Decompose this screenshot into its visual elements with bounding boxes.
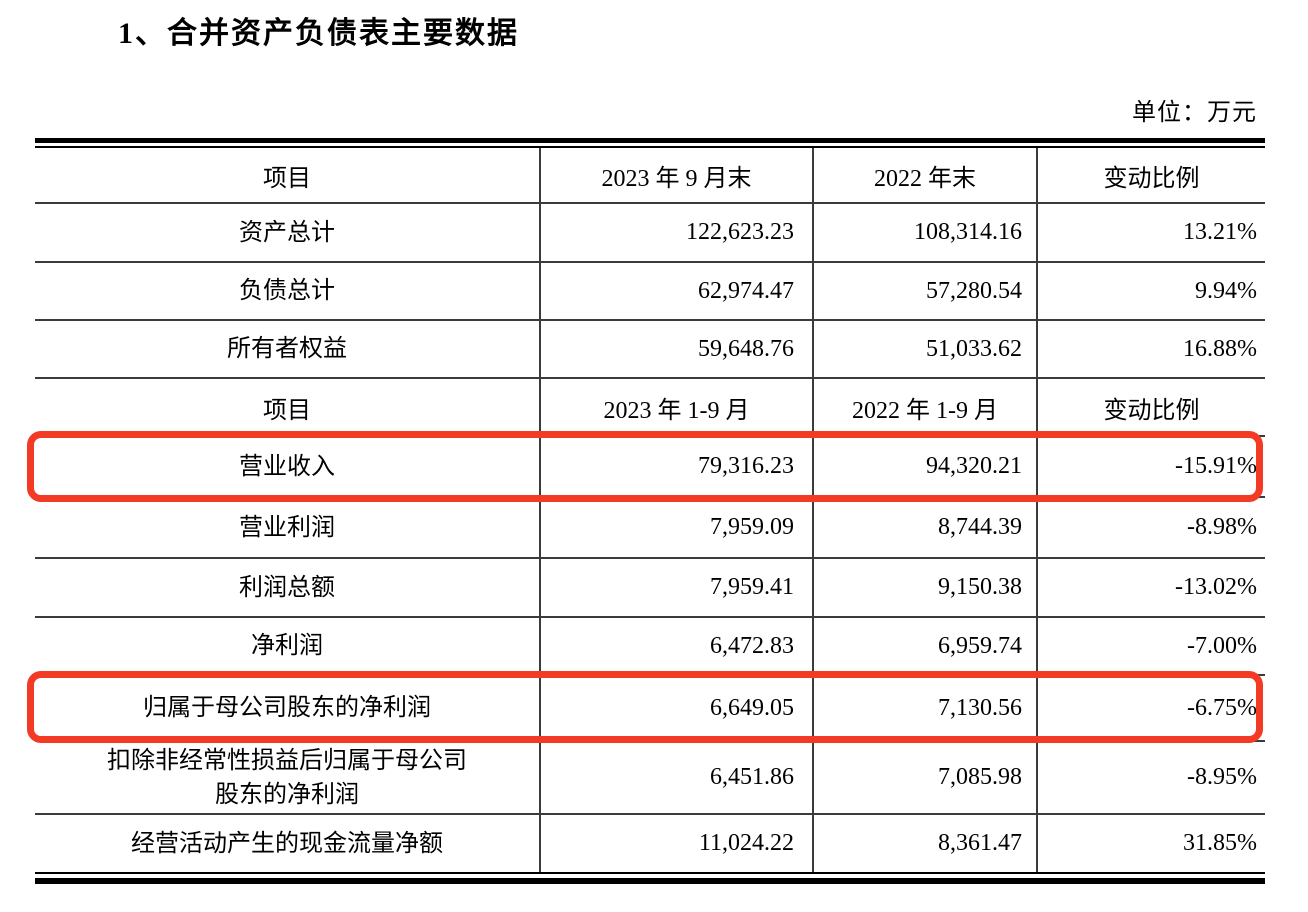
cell-prior: 9,150.38: [812, 557, 1038, 618]
header-item: 项目: [35, 377, 541, 437]
table-bottom-thin-rule: [35, 872, 1265, 874]
income-header-row: 项目 2023 年 1-9 月 2022 年 1-9 月 变动比例: [35, 377, 1265, 437]
cell-change: 16.88%: [1036, 319, 1265, 379]
cell-current: 122,623.23: [539, 202, 814, 263]
table-top-thin-rule: [35, 146, 1265, 148]
cell-current: 6,451.86: [539, 740, 814, 815]
header-change-ratio: 变动比例: [1036, 148, 1265, 204]
cell-current: 11,024.22: [539, 813, 814, 872]
row-operating-profit: 营业利润 7,959.09 8,744.39 -8.98%: [35, 496, 1265, 559]
cell-item: 负债总计: [35, 261, 541, 321]
header-period-prior: 2022 年末: [812, 148, 1038, 204]
row-net-profit: 净利润 6,472.83 6,959.74 -7.00%: [35, 616, 1265, 676]
unit-label: 单位：万元: [1132, 100, 1257, 126]
cell-prior: 7,085.98: [812, 740, 1038, 815]
row-operating-cashflow: 经营活动产生的现金流量净额 11,024.22 8,361.47 31.85%: [35, 813, 1265, 872]
cell-item: 资产总计: [35, 202, 541, 263]
cell-change: -8.98%: [1036, 496, 1265, 559]
cell-prior: 6,959.74: [812, 616, 1038, 676]
row-total-assets: 资产总计 122,623.23 108,314.16 13.21%: [35, 202, 1265, 263]
row-operating-revenue: 营业收入 79,316.23 94,320.21 -15.91%: [35, 435, 1265, 498]
cell-current: 7,959.41: [539, 557, 814, 618]
cell-current: 62,974.47: [539, 261, 814, 321]
cell-item: 营业利润: [35, 496, 541, 559]
section-title: 1、合并资产负债表主要数据: [118, 17, 519, 50]
cell-change: -6.75%: [1036, 674, 1265, 742]
balance-sheet-table: 项目 2023 年 9 月末 2022 年末 变动比例 资产总计 122,623…: [35, 148, 1265, 872]
cell-prior: 51,033.62: [812, 319, 1038, 379]
cell-prior: 94,320.21: [812, 435, 1038, 498]
cell-prior: 57,280.54: [812, 261, 1038, 321]
cell-item: 扣除非经常性损益后归属于母公司 股东的净利润: [35, 740, 541, 815]
row-owners-equity: 所有者权益 59,648.76 51,033.62 16.88%: [35, 319, 1265, 379]
table-top-thick-rule: [35, 138, 1265, 143]
header-period-current: 2023 年 9 月末: [539, 148, 814, 204]
row-net-profit-deducted: 扣除非经常性损益后归属于母公司 股东的净利润 6,451.86 7,085.98…: [35, 740, 1265, 815]
cell-current: 7,959.09: [539, 496, 814, 559]
cell-change: -7.00%: [1036, 616, 1265, 676]
cell-item: 利润总额: [35, 557, 541, 618]
header-period-current: 2023 年 1-9 月: [539, 377, 814, 437]
cell-prior: 108,314.16: [812, 202, 1038, 263]
cell-item: 经营活动产生的现金流量净额: [35, 813, 541, 872]
cell-current: 79,316.23: [539, 435, 814, 498]
cell-change: 31.85%: [1036, 813, 1265, 872]
header-item: 项目: [35, 148, 541, 204]
cell-prior: 8,744.39: [812, 496, 1038, 559]
cell-change: 13.21%: [1036, 202, 1265, 263]
cell-prior: 8,361.47: [812, 813, 1038, 872]
cell-current: 59,648.76: [539, 319, 814, 379]
cell-item: 净利润: [35, 616, 541, 676]
cell-prior: 7,130.56: [812, 674, 1038, 742]
cell-change: -15.91%: [1036, 435, 1265, 498]
cell-change: 9.94%: [1036, 261, 1265, 321]
cell-current: 6,472.83: [539, 616, 814, 676]
cell-current: 6,649.05: [539, 674, 814, 742]
header-change-ratio: 变动比例: [1036, 377, 1265, 437]
row-total-profit: 利润总额 7,959.41 9,150.38 -13.02%: [35, 557, 1265, 618]
table-bottom-thick-rule: [35, 878, 1265, 884]
cell-item: 营业收入: [35, 435, 541, 498]
financial-table: 项目 2023 年 9 月末 2022 年末 变动比例 资产总计 122,623…: [35, 138, 1265, 884]
cell-change: -8.95%: [1036, 740, 1265, 815]
cell-change: -13.02%: [1036, 557, 1265, 618]
row-total-liabilities: 负债总计 62,974.47 57,280.54 9.94%: [35, 261, 1265, 321]
cell-item: 归属于母公司股东的净利润: [35, 674, 541, 742]
cell-item: 所有者权益: [35, 319, 541, 379]
header-period-prior: 2022 年 1-9 月: [812, 377, 1038, 437]
balance-header-row: 项目 2023 年 9 月末 2022 年末 变动比例: [35, 148, 1265, 204]
row-net-profit-parent: 归属于母公司股东的净利润 6,649.05 7,130.56 -6.75%: [35, 674, 1265, 742]
